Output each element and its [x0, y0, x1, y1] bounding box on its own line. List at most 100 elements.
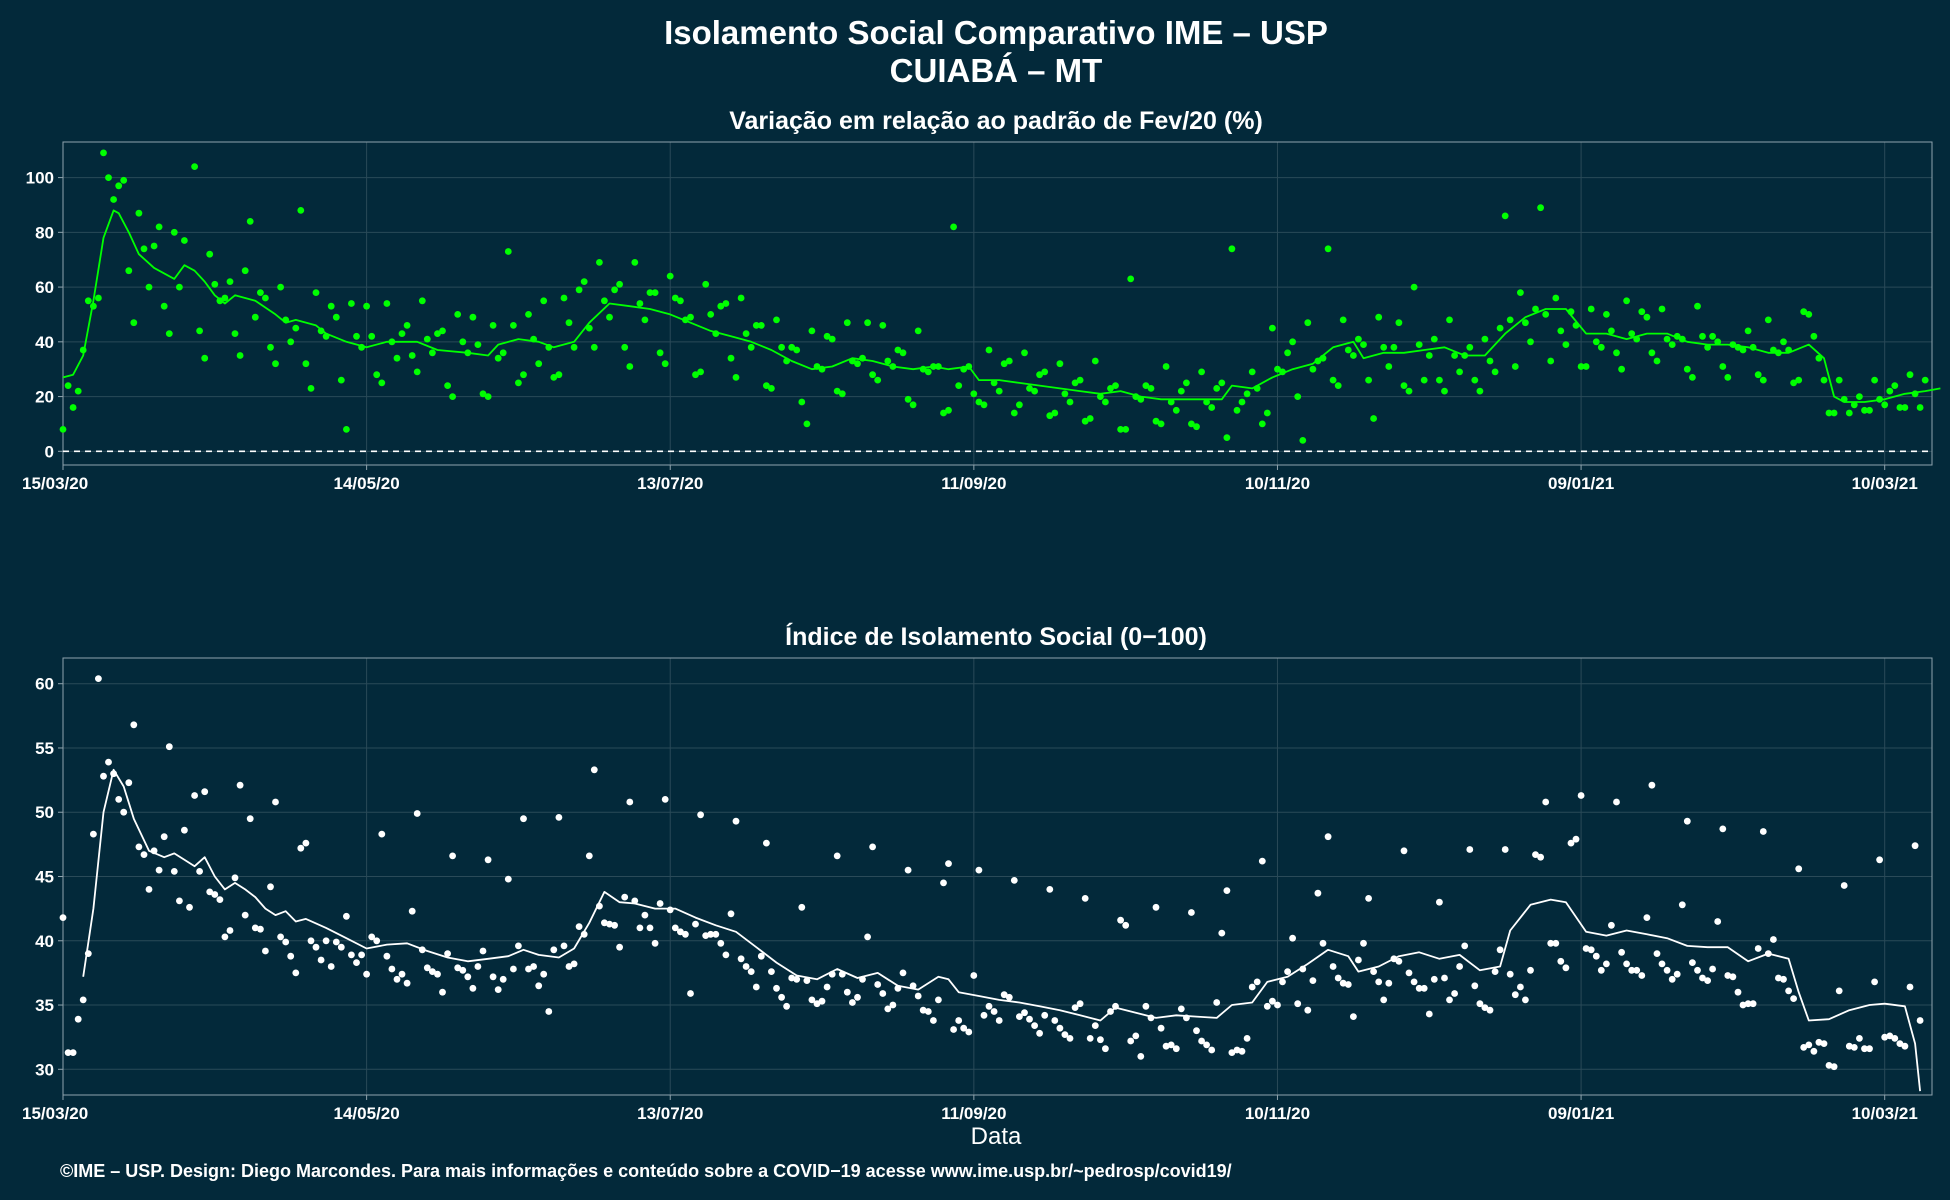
data-point: [1238, 398, 1246, 406]
data-point: [1638, 972, 1646, 979]
data-point: [1107, 385, 1114, 392]
data-point: [201, 354, 209, 362]
data-point: [879, 322, 887, 329]
data-point: [1805, 311, 1813, 318]
y-tick-label: 45: [35, 868, 54, 887]
data-point: [1071, 379, 1079, 387]
data-point: [803, 977, 811, 984]
data-point: [1790, 379, 1797, 387]
data-point: [1258, 420, 1266, 428]
data-point: [1425, 1010, 1433, 1018]
data-point: [150, 242, 158, 250]
data-point: [1056, 1024, 1064, 1032]
data-point: [904, 866, 912, 874]
data-point: [1041, 368, 1049, 376]
data-point: [1061, 390, 1069, 398]
data-point: [186, 903, 193, 911]
data-point: [1425, 352, 1433, 359]
data-point: [677, 297, 684, 305]
data-point: [904, 395, 912, 403]
data-point: [1815, 1038, 1823, 1046]
data-point: [1355, 956, 1362, 964]
data-point: [803, 420, 811, 428]
data-point: [1000, 991, 1008, 999]
data-point: [768, 385, 775, 392]
data-point: [484, 856, 492, 864]
data-point: [1071, 1004, 1079, 1011]
data-point: [1436, 898, 1443, 906]
data-point: [1744, 1000, 1752, 1008]
data-point: [1734, 988, 1742, 996]
data-point: [165, 743, 173, 751]
data-point: [1552, 939, 1560, 947]
data-point: [1557, 957, 1565, 965]
data-point: [919, 365, 927, 373]
data-point: [1522, 319, 1529, 327]
data-point: [1770, 936, 1777, 943]
data-point: [307, 937, 315, 945]
data-point: [666, 272, 674, 280]
data-point: [545, 343, 553, 351]
data-point: [1213, 385, 1221, 392]
data-point: [540, 297, 548, 305]
data-point: [702, 280, 710, 288]
data-point: [155, 866, 163, 874]
data-point: [515, 379, 522, 387]
y-tick-label: 0: [45, 442, 54, 461]
data-point: [611, 921, 618, 929]
data-point: [570, 960, 578, 968]
data-point: [1800, 1044, 1808, 1051]
data-point: [1795, 865, 1803, 873]
data-point: [1501, 212, 1509, 220]
data-point: [393, 975, 401, 983]
data-point: [1856, 1035, 1863, 1042]
data-point: [1678, 901, 1686, 909]
data-point: [1744, 327, 1752, 335]
data-point: [1147, 1014, 1155, 1022]
data-point: [510, 322, 517, 329]
data-point: [1891, 1035, 1899, 1042]
data-point: [1370, 968, 1377, 975]
data-point: [1107, 1008, 1114, 1015]
data-point: [545, 1008, 553, 1015]
data-point: [1527, 338, 1534, 346]
data-point: [1775, 974, 1782, 982]
data-point: [590, 343, 598, 351]
data-point: [818, 365, 826, 373]
data-point: [236, 352, 244, 359]
data-point: [206, 250, 214, 258]
data-point: [479, 390, 487, 398]
data-point: [1415, 341, 1423, 348]
data-point: [520, 371, 527, 379]
data-point: [1314, 357, 1322, 365]
data-point: [1314, 889, 1322, 897]
data-point: [1430, 975, 1438, 983]
data-point: [1648, 781, 1656, 789]
data-point: [413, 368, 421, 376]
data-point: [418, 297, 426, 305]
data-point: [165, 330, 173, 337]
data-point: [1871, 978, 1878, 986]
data-point: [105, 758, 112, 766]
data-point: [1076, 1000, 1084, 1008]
data-point: [707, 930, 715, 938]
panel-index: 30 35 40 45 50 55 60 15/03/20 14/05/20 13/07/20 11…: [22, 657, 1933, 1123]
data-point: [914, 992, 922, 1000]
data-point: [778, 993, 785, 1001]
data-point: [894, 984, 902, 992]
data-point: [1294, 1000, 1302, 1008]
data-point: [1714, 918, 1722, 925]
data-point: [1299, 437, 1307, 444]
y-tick-label: 40: [35, 333, 54, 352]
data-point: [995, 387, 1003, 395]
data-point: [869, 371, 876, 379]
plot-frame: [62, 141, 1933, 466]
data-point: [1132, 393, 1140, 400]
data-point: [580, 278, 588, 285]
data-point: [1016, 401, 1023, 409]
data-point: [1122, 921, 1130, 929]
data-point: [1081, 895, 1089, 902]
data-point: [1815, 354, 1823, 362]
data-point: [277, 283, 284, 291]
panel-title-index: Índice de Isolamento Social (0−100): [785, 622, 1207, 651]
